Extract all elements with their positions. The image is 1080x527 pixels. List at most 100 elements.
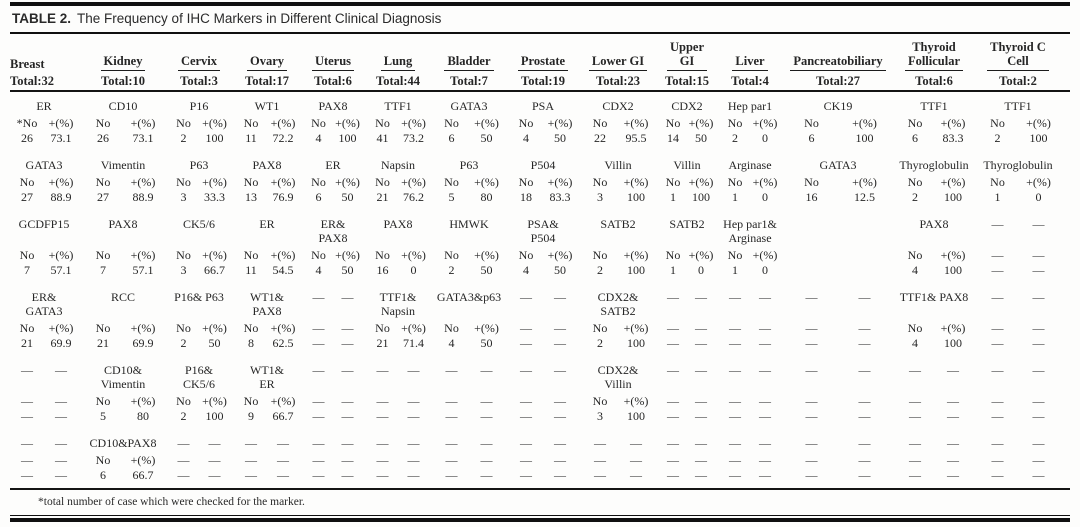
dash: — (21, 453, 33, 467)
table-cell: — — — — — — (367, 436, 429, 482)
table-cell: TTF1 No +(%) 41 73.2 (367, 99, 429, 145)
table-cell: — — — — — — (582, 436, 654, 482)
sub-header-row: No +(%) (235, 116, 299, 130)
marker-name: PAX8 (919, 217, 949, 231)
no-label: No (311, 116, 326, 130)
table-cell: SATB2 No +(%) 1 0 (659, 217, 715, 277)
dash: — (520, 436, 532, 450)
table-cell: — — — — — — (10, 436, 78, 482)
pct-value: 100 (627, 263, 645, 277)
no-value: 2 (180, 336, 187, 350)
sub-header-row: No +(%) (83, 394, 163, 408)
dash: — (1032, 217, 1045, 231)
marker-name: GATA3&p63 (436, 290, 502, 304)
value-row: 3 100 (582, 409, 654, 423)
table-cell: Arginase No +(%) 1 0 (720, 158, 780, 204)
dash: — (805, 394, 818, 408)
dash-line: — — (977, 336, 1059, 350)
dash-line: — — (785, 321, 891, 335)
dash: — (759, 394, 771, 408)
table-cell: PAX8 No +(%) 13 76.9 (235, 158, 299, 204)
value-row: 21 69.9 (83, 336, 163, 350)
sub-header-row: No +(%) (235, 394, 299, 408)
dash: — (594, 436, 606, 450)
sub-header-row: No +(%) (235, 248, 299, 262)
table-cell: P63 No +(%) 3 33.3 (168, 158, 230, 204)
dash: — (554, 394, 566, 408)
pct-value: 100 (692, 190, 710, 204)
table-cell: SATB2 No +(%) 2 100 (582, 217, 654, 277)
dash: — (208, 453, 221, 467)
marker-name: Arginase (728, 158, 772, 172)
no-label: No (444, 248, 459, 262)
dash: — (858, 453, 871, 467)
dash: — (480, 453, 493, 467)
value-row: 3 100 (582, 190, 654, 204)
dash: — (520, 363, 532, 377)
dash: — (341, 436, 354, 450)
column-name: Bladder (444, 54, 494, 71)
no-value: 4 (315, 131, 322, 145)
pct-label: +(%) (401, 116, 426, 130)
dash: — (376, 409, 389, 423)
sub-header-row: No +(%) (434, 321, 504, 335)
table-cell: — — — — — — (367, 363, 429, 423)
marker-name: WT1& PAX8 (250, 290, 284, 318)
value-row: 6 50 (304, 190, 362, 204)
pct-value: 72.2 (272, 131, 294, 145)
dash-line: — — (235, 453, 299, 467)
dash-line: — — (720, 290, 780, 318)
dash: — (667, 290, 679, 304)
dash: — (594, 453, 606, 467)
dash: — (667, 436, 679, 450)
pct-label: +(%) (130, 394, 156, 408)
dash-line: — — (434, 436, 504, 450)
table-cell: — — — — — — (168, 436, 230, 482)
table-cell: — — — — — — (977, 217, 1059, 277)
sub-header-row: No +(%) (582, 394, 654, 408)
dash: — (909, 363, 921, 377)
dash: — (594, 468, 606, 482)
dash: — (480, 409, 493, 423)
no-value: 2 (912, 190, 918, 204)
pct-label: +(%) (202, 248, 227, 262)
pct-label: +(%) (202, 116, 227, 130)
no-label: No (176, 175, 191, 189)
table-cell: — — — — — — (977, 290, 1059, 350)
value-row: 7 57.1 (10, 263, 78, 277)
table-cell: — — — — — — (720, 436, 780, 482)
value-row: 9 66.7 (235, 409, 299, 423)
value-row: 18 83.3 (509, 190, 577, 204)
table-cell: — — — — — — (434, 363, 504, 423)
pct-label: +(%) (623, 175, 649, 189)
table-cell: P504 No +(%) 18 83.3 (509, 158, 577, 204)
no-value: 4 (523, 131, 529, 145)
table-cell: — — — — — — (720, 290, 780, 350)
pct-label: +(%) (688, 175, 714, 189)
pct-value: 80 (480, 190, 493, 204)
dash-line: — — (367, 453, 429, 467)
no-value: 2 (597, 336, 603, 350)
no-label: No (95, 175, 111, 189)
no-value: 14 (667, 131, 679, 145)
dash: — (208, 468, 221, 482)
dash: — (759, 290, 771, 304)
marker-name: GATA3 (819, 158, 857, 172)
dash: — (667, 363, 679, 377)
dash-line: — — (304, 409, 362, 423)
dash-line: — — (720, 363, 780, 391)
pct-label: +(%) (270, 394, 296, 408)
dash: — (177, 436, 190, 450)
dash: — (445, 409, 458, 423)
no-label: No (243, 175, 259, 189)
no-value: 3 (180, 190, 187, 204)
no-value: 26 (21, 131, 33, 145)
pct-value: 80 (137, 409, 149, 423)
pct-value: 100 (627, 336, 645, 350)
marker-name: Thyroglobulin (899, 158, 969, 172)
dash-line: — — (720, 436, 780, 450)
pct-label: +(%) (130, 116, 156, 130)
dash: — (1032, 436, 1045, 450)
dash-line: — — (235, 436, 299, 450)
